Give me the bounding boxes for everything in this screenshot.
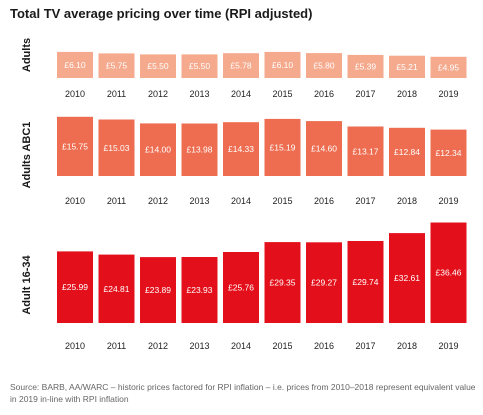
- year-tick-label: 2016: [314, 89, 334, 99]
- bar-value-label: £13.17: [353, 146, 379, 156]
- chart-canvas: Adults £6.10 2010 £5.75 2011 £5.50 2012 £5.50 20…: [21, 38, 467, 351]
- bar: [223, 252, 259, 323]
- bar: [389, 55, 425, 78]
- source-note: Source: BARB, AA/WARC – historic prices …: [10, 382, 476, 404]
- chart-title: Total TV average pricing over time (RPI …: [10, 6, 313, 21]
- year-tick-label: 2016: [314, 341, 334, 351]
- bar: [347, 126, 384, 176]
- bar: [306, 121, 342, 176]
- panel-1: Adults ABC1 £15.75 2010 £15.03 2011 £14.00 201…: [21, 116, 467, 206]
- bar: [98, 254, 135, 323]
- year-tick-label: 2013: [189, 89, 209, 99]
- bar-value-label: £15.03: [104, 143, 130, 153]
- bar-value-label: £6.10: [64, 60, 86, 70]
- bar: [223, 53, 259, 78]
- bar-value-label: £25.99: [62, 282, 88, 292]
- bar-value-label: £23.93: [187, 285, 213, 295]
- year-tick-label: 2015: [272, 341, 292, 351]
- bar: [140, 257, 176, 323]
- year-tick-label: 2010: [65, 89, 85, 99]
- bar-value-label: £5.80: [313, 61, 335, 71]
- year-tick-label: 2016: [314, 196, 334, 206]
- year-tick-label: 2012: [148, 196, 168, 206]
- panel-label: Adult 16-34: [21, 254, 33, 314]
- bar-value-label: £29.35: [270, 278, 296, 288]
- bar: [306, 242, 342, 323]
- bar-value-label: £12.34: [436, 148, 462, 158]
- bar: [98, 53, 135, 78]
- bar: [98, 119, 135, 176]
- year-tick-label: 2018: [397, 341, 417, 351]
- bar: [181, 54, 218, 78]
- bar: [140, 54, 176, 78]
- year-tick-label: 2019: [438, 341, 458, 351]
- bar: [57, 251, 93, 323]
- bar-value-label: £6.10: [272, 60, 294, 70]
- bar: [430, 222, 467, 323]
- year-tick-label: 2017: [355, 89, 375, 99]
- year-tick-label: 2011: [107, 89, 126, 99]
- bar-value-label: £5.39: [355, 62, 377, 72]
- year-tick-label: 2013: [189, 341, 209, 351]
- bar-value-label: £14.60: [311, 144, 337, 154]
- year-tick-label: 2018: [397, 89, 417, 99]
- year-tick-label: 2013: [189, 196, 209, 206]
- bar-value-label: £29.74: [353, 277, 379, 287]
- bar: [181, 257, 218, 323]
- bar: [389, 233, 425, 323]
- bar: [430, 56, 467, 78]
- bar-value-label: £5.50: [147, 61, 169, 71]
- year-tick-label: 2019: [438, 196, 458, 206]
- bar-value-label: £5.78: [230, 61, 252, 71]
- year-tick-label: 2017: [355, 341, 375, 351]
- bar: [57, 51, 93, 78]
- bar: [181, 123, 218, 176]
- bar: [306, 53, 342, 78]
- bar-value-label: £25.76: [228, 283, 254, 293]
- year-tick-label: 2010: [65, 341, 85, 351]
- bar: [57, 116, 93, 176]
- bar-value-label: £4.95: [438, 62, 460, 72]
- bar: [140, 123, 176, 176]
- panel-2: Adult 16-34 £25.99 2010 £24.81 2011 £23.89 201…: [21, 222, 467, 351]
- year-tick-label: 2011: [107, 341, 126, 351]
- year-tick-label: 2012: [148, 89, 168, 99]
- bar-value-label: £14.00: [145, 145, 171, 155]
- bar-value-label: £15.75: [62, 141, 88, 151]
- year-tick-label: 2010: [65, 196, 85, 206]
- year-tick-label: 2011: [107, 196, 126, 206]
- year-tick-label: 2014: [231, 196, 251, 206]
- bar: [347, 54, 384, 78]
- bar: [347, 241, 384, 323]
- bar: [264, 242, 301, 323]
- year-tick-label: 2015: [272, 196, 292, 206]
- bar-value-label: £5.50: [189, 61, 211, 71]
- bar: [389, 127, 425, 176]
- year-tick-label: 2014: [231, 341, 251, 351]
- bar-value-label: £24.81: [104, 284, 130, 294]
- bar: [430, 129, 467, 176]
- year-tick-label: 2019: [438, 89, 458, 99]
- bar-value-label: £15.19: [270, 143, 296, 153]
- bar-value-label: £14.33: [228, 144, 254, 154]
- bar-value-label: £13.98: [187, 145, 213, 155]
- panel-label: Adults ABC1: [21, 122, 33, 189]
- bar: [223, 122, 259, 176]
- year-tick-label: 2017: [355, 196, 375, 206]
- year-tick-label: 2018: [397, 196, 417, 206]
- panel-label: Adults: [21, 38, 33, 72]
- panel-0: Adults £6.10 2010 £5.75 2011 £5.50 2012 £5.50 20…: [21, 38, 467, 99]
- year-tick-label: 2012: [148, 341, 168, 351]
- bar-value-label: £5.21: [396, 62, 418, 72]
- bar: [264, 118, 301, 176]
- year-tick-label: 2015: [272, 89, 292, 99]
- bar-value-label: £12.84: [394, 147, 420, 157]
- bar-value-label: £32.61: [394, 273, 420, 283]
- bar-value-label: £5.75: [106, 61, 128, 71]
- year-tick-label: 2014: [231, 89, 251, 99]
- bar-value-label: £23.89: [145, 285, 171, 295]
- bar-value-label: £36.46: [436, 268, 462, 278]
- bar-value-label: £29.27: [311, 278, 337, 288]
- bar: [264, 51, 301, 78]
